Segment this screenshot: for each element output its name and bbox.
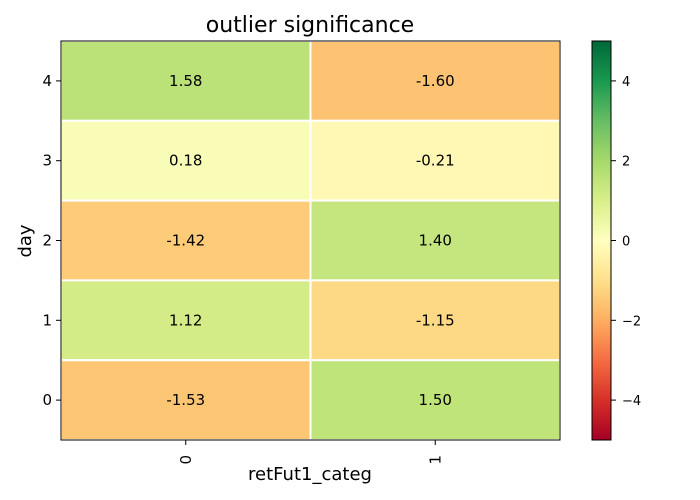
y-tick-label: 3	[42, 152, 52, 170]
colorbar-gradient	[591, 40, 612, 441]
heatmap-cell	[60, 40, 312, 122]
cell-value-label: -1.60	[416, 72, 455, 90]
heatmap-cell	[309, 279, 561, 362]
heatmap-cell	[60, 119, 312, 202]
y-tick-label: 4	[42, 72, 52, 90]
y-tick-label: 1	[42, 311, 52, 329]
cell-value-label: 1.58	[169, 72, 202, 90]
cell-value-label: 0.18	[169, 152, 202, 170]
cell-value-label: 1.50	[419, 391, 452, 409]
colorbar-tick-label: −4	[622, 394, 641, 409]
y-tick-label: 0	[42, 391, 52, 409]
x-tick-label: 0	[177, 455, 195, 465]
colorbar-tick-label: 4	[622, 75, 630, 90]
y-axis-label: day	[15, 224, 36, 257]
x-axis-label: retFut1_categ	[248, 464, 372, 485]
y-tick-labels: 4 3 2 1 0	[42, 72, 61, 409]
x-tick-label: 1	[426, 455, 444, 465]
colorbar-tick-label: −2	[622, 314, 641, 329]
cell-value-label: -1.53	[166, 391, 205, 409]
heatmap-cell	[309, 199, 561, 282]
heatmap-cell	[309, 359, 561, 442]
colorbar-tick-label: 2	[622, 155, 630, 170]
chart-title: outlier significance	[206, 13, 414, 38]
cell-value-label: 1.40	[419, 232, 452, 250]
colorbar: 4 2 0 −2 −4	[591, 40, 641, 441]
y-tick-label: 2	[42, 232, 52, 250]
heatmap-cells: 1.58 -1.60 0.18 -0.21 -1.42 1.40 1.12 -1.15 -1.5…	[60, 40, 561, 442]
cell-value-label: -0.21	[416, 152, 455, 170]
cell-value-label: -1.42	[166, 232, 205, 250]
cell-value-label: 1.12	[169, 311, 202, 329]
cell-value-label: -1.15	[416, 311, 455, 329]
heatmap-cell	[309, 40, 561, 122]
colorbar-tick-label: 0	[622, 235, 630, 250]
